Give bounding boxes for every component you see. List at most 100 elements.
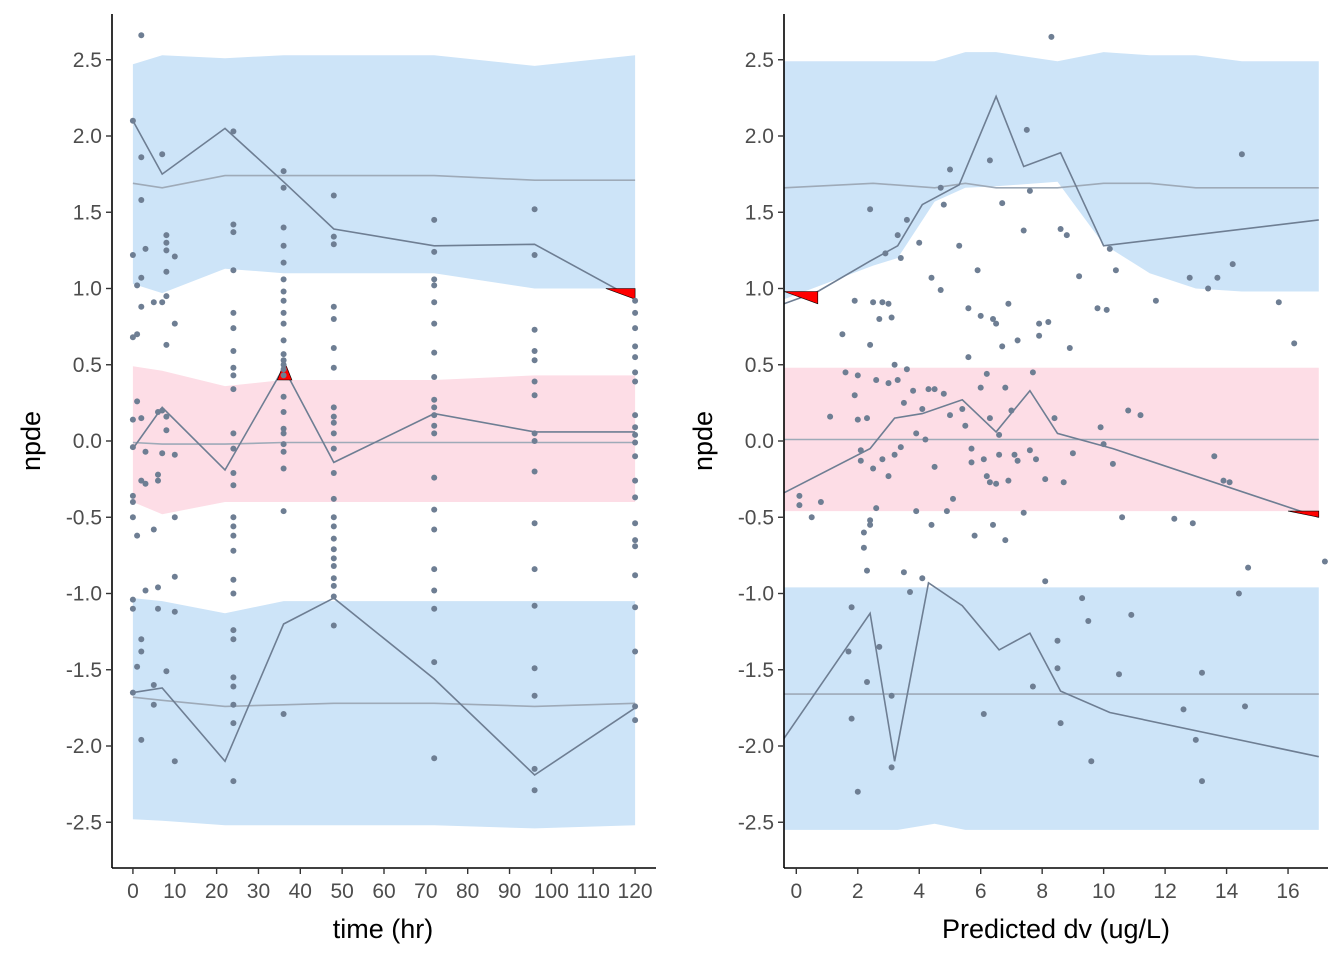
data-point (1042, 578, 1049, 585)
data-point (1020, 227, 1027, 234)
outlier-marker (783, 291, 819, 305)
data-point (1045, 319, 1052, 325)
data-point (230, 701, 237, 708)
lower-observed-percentile-line (132, 597, 636, 777)
data-point (632, 717, 639, 724)
data-point (632, 439, 639, 446)
data-point (1063, 232, 1070, 239)
data-point (999, 200, 1006, 207)
data-point (1002, 537, 1009, 544)
data-point (531, 692, 538, 699)
data-point (937, 287, 944, 293)
data-point (531, 430, 538, 437)
x-tick-label: 100 (534, 880, 569, 903)
data-point (280, 224, 287, 231)
data-point (531, 326, 538, 333)
data-point (903, 216, 910, 223)
data-point (925, 386, 932, 393)
data-point (531, 765, 538, 772)
data-point (632, 424, 639, 431)
data-point (864, 567, 870, 574)
data-point (230, 470, 237, 476)
y-axis-title: npde (16, 411, 46, 471)
data-point (230, 229, 237, 236)
data-point (632, 297, 639, 304)
data-point (1226, 479, 1233, 486)
data-point (922, 436, 929, 443)
data-point (431, 299, 438, 306)
data-point (531, 566, 538, 573)
data-point (1192, 736, 1199, 743)
data-point (1242, 703, 1248, 710)
y-tick-label: -1.5 (66, 659, 102, 682)
data-point (1069, 450, 1076, 457)
data-point (910, 387, 917, 394)
data-point (885, 300, 892, 307)
median-prediction-band (132, 366, 636, 515)
data-point (431, 276, 438, 283)
x-tick-label: 10 (1092, 880, 1115, 903)
data-point (1023, 126, 1030, 133)
data-point (138, 32, 145, 39)
panel-npde-vs-predicted-dv: 2.5 2.0 1.5 1.0 0.5 0.0 -0.5 -1.0 -1.5 -2.0 -2.5 0 2… (688, 14, 1328, 944)
data-point (867, 206, 874, 213)
data-point (1097, 424, 1104, 431)
data-point (230, 720, 237, 727)
data-point (330, 316, 337, 322)
data-point (1066, 345, 1073, 351)
data-point (1291, 340, 1298, 347)
data-point (1029, 369, 1036, 376)
data-point (330, 555, 337, 562)
data-point (940, 390, 947, 397)
data-point (138, 736, 145, 743)
data-point (977, 384, 984, 391)
data-point (230, 532, 237, 539)
data-point (330, 523, 337, 530)
data-point (129, 514, 136, 521)
data-point (431, 605, 438, 612)
data-point (134, 663, 141, 670)
data-point (632, 477, 639, 484)
y-tick-label: -1.5 (738, 659, 774, 682)
x-tick-label: 12 (1153, 880, 1176, 903)
data-point (632, 520, 639, 527)
data-point (138, 197, 145, 203)
data-point (962, 422, 969, 429)
data-point (1186, 274, 1193, 281)
data-point (947, 166, 953, 173)
data-point (891, 451, 898, 458)
data-point (632, 543, 639, 550)
y-axis-title: npde (688, 411, 718, 471)
data-point (431, 587, 438, 594)
data-point (280, 448, 287, 455)
data-point (330, 622, 337, 629)
data-point (928, 521, 935, 528)
data-point (280, 372, 287, 379)
data-point (900, 569, 907, 576)
data-point (1229, 261, 1236, 268)
data-point (848, 715, 855, 722)
data-point (796, 492, 803, 499)
data-point (632, 453, 639, 460)
lower-prediction-band (132, 598, 636, 829)
data-point (431, 526, 438, 533)
data-point (431, 506, 438, 513)
y-tick-label: 2.5 (745, 49, 774, 72)
median-observed-percentile-line (783, 389, 1320, 519)
data-point (142, 245, 149, 252)
y-tick-label: -2.5 (66, 811, 102, 834)
data-point (230, 547, 237, 554)
data-point (280, 184, 287, 191)
data-point (330, 582, 337, 589)
data-point (959, 406, 966, 412)
x-tick-label: 4 (913, 880, 925, 903)
data-point (931, 463, 938, 470)
data-point (907, 589, 913, 595)
data-point (134, 331, 141, 338)
data-point (330, 563, 337, 569)
data-point (894, 232, 901, 239)
data-point (230, 636, 237, 643)
prediction-bands (132, 55, 636, 829)
data-point (171, 253, 178, 260)
data-point (842, 369, 849, 376)
